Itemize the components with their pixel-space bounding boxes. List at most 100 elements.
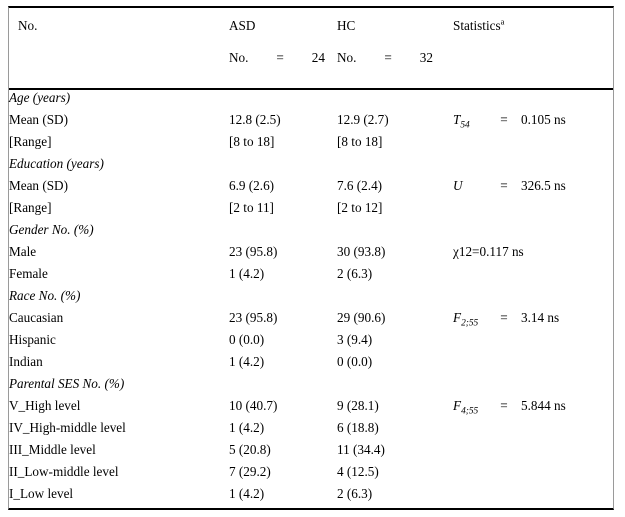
table-section-row: Education (years) — [9, 156, 613, 178]
header-cell-asd-count: No. = 24 — [229, 50, 337, 88]
row-label: I_Low level — [9, 486, 74, 501]
table-row: IV_High-middle level 1 (4.2) 6 (18.8) — [9, 420, 613, 442]
table-row: [Range] [8 to 18] [8 to 18] — [9, 134, 613, 156]
header-counts-stat-blank — [453, 50, 613, 88]
demographics-table-container: No. ASD HC Statisticsa No. = 24 No. — [8, 6, 614, 510]
statistic-symbol: U — [453, 178, 487, 194]
demographics-table: No. ASD HC Statisticsa No. = 24 No. — [9, 8, 613, 508]
cell-statistic — [453, 266, 613, 288]
row-label: Caucasian — [9, 310, 64, 325]
section-blank-hc — [337, 222, 453, 244]
asd-count-equals: = — [276, 50, 284, 65]
statistic-symbol-letter: F — [453, 398, 462, 413]
section-blank-stat — [453, 156, 613, 178]
statistic-equals: = — [500, 178, 508, 193]
statistic-subscript: 4;55 — [461, 406, 479, 417]
footnote-marker-icon: a — [500, 16, 505, 27]
cell-hc-value: 11 (34.4) — [337, 442, 385, 457]
asd-count-line: No. = 24 — [229, 50, 325, 66]
hc-count-line: No. = 32 — [337, 50, 433, 66]
cell-statistic — [453, 200, 613, 222]
table-section-row: Age (years) — [9, 89, 613, 112]
header-counts-blank — [9, 50, 229, 88]
cell-statistic — [453, 420, 613, 442]
table-row: Female 1 (4.2) 2 (6.3) — [9, 266, 613, 288]
statistic-expression: T54 = 0.105 ns — [453, 112, 566, 130]
table-body: Age (years) Mean (SD) 12.8 (2.5) 12.9 (2.7)… — [9, 89, 613, 508]
table-row: Caucasian 23 (95.8) 29 (90.6) F2;55 = 3.14 ns — [9, 310, 613, 332]
table-row: III_Middle level 5 (20.8) 11 (34.4) — [9, 442, 613, 464]
cell-asd-value: 6.9 (2.6) — [229, 178, 275, 193]
table-row: Mean (SD) 12.8 (2.5) 12.9 (2.7) T54 = 0.105 n… — [9, 112, 613, 134]
cell-asd-value: 5 (20.8) — [229, 442, 271, 457]
cell-statistic: F4;55 = 5.844 ns — [453, 398, 613, 420]
statistic-symbol: F4;55 — [453, 398, 487, 417]
cell-statistic — [453, 134, 613, 156]
cell-statistic — [453, 354, 613, 376]
table-row: Mean (SD) 6.9 (2.6) 7.6 (2.4) U = 326.5 ns — [9, 178, 613, 200]
row-label: [Range] — [9, 200, 52, 215]
cell-hc-value: 7.6 (2.4) — [337, 178, 383, 193]
statistic-symbol-letter: U — [453, 178, 463, 193]
section-blank-hc — [337, 376, 453, 398]
cell-hc-value: 0 (0.0) — [337, 354, 373, 369]
statistic-equals: = — [500, 398, 508, 413]
cell-hc-value: 6 (18.8) — [337, 420, 379, 435]
statistic-subscript: 2;55 — [461, 318, 479, 329]
row-label: [Range] — [9, 134, 52, 149]
table-row: Indian 1 (4.2) 0 (0.0) — [9, 354, 613, 376]
statistic-value: 3.14 ns — [521, 310, 560, 325]
cell-asd-value: 23 (95.8) — [229, 244, 278, 259]
row-label: II_Low-middle level — [9, 464, 119, 479]
section-blank-hc — [337, 156, 453, 178]
cell-asd-value: 1 (4.2) — [229, 266, 265, 281]
cell-asd-value: 1 (4.2) — [229, 420, 265, 435]
section-blank-asd — [229, 89, 337, 112]
section-blank-stat — [453, 288, 613, 310]
statistic-value: 5.844 ns — [521, 398, 566, 413]
cell-hc-value: 29 (90.6) — [337, 310, 386, 325]
section-blank-hc — [337, 89, 453, 112]
table-row: V_High level 10 (40.7) 9 (28.1) F4;55 = 5.844… — [9, 398, 613, 420]
statistic-symbol-letter: F — [453, 310, 462, 325]
section-title: Age (years) — [9, 90, 71, 105]
cell-asd-value: 1 (4.2) — [229, 354, 265, 369]
cell-asd-value: [2 to 11] — [229, 200, 274, 215]
hc-count-equals: = — [384, 50, 392, 65]
cell-asd-value: 10 (40.7) — [229, 398, 278, 413]
section-blank-stat — [453, 89, 613, 112]
cell-statistic: T54 = 0.105 ns — [453, 112, 613, 134]
section-title: Education (years) — [9, 156, 104, 171]
section-title: Race No. (%) — [9, 288, 81, 303]
row-label: Indian — [9, 354, 43, 369]
cell-statistic — [453, 442, 613, 464]
section-blank-asd — [229, 288, 337, 310]
header-statistics-text: Statistics — [453, 18, 501, 33]
cell-hc-value: 3 (9.4) — [337, 332, 373, 347]
statistic-expression: F2;55 = 3.14 ns — [453, 310, 560, 329]
statistic-symbol: F2;55 — [453, 310, 487, 329]
cell-hc-value: 9 (28.1) — [337, 398, 379, 413]
cell-hc-value: [8 to 18] — [337, 134, 383, 149]
cell-hc-value: 4 (12.5) — [337, 464, 379, 479]
table-section-row: Gender No. (%) — [9, 222, 613, 244]
statistic-expression: U = 326.5 ns — [453, 178, 566, 194]
cell-statistic: χ12=0.117 ns — [453, 244, 613, 266]
section-blank-stat — [453, 222, 613, 244]
table-row: Hispanic 0 (0.0) 3 (9.4) — [9, 332, 613, 354]
statistic-value: 0.105 ns — [521, 112, 566, 127]
cell-hc-value: 12.9 (2.7) — [337, 112, 389, 127]
cell-hc-value: [2 to 12] — [337, 200, 383, 215]
table-row: I_Low level 1 (4.2) 2 (6.3) — [9, 486, 613, 508]
cell-statistic — [453, 332, 613, 354]
statistic-equals: = — [500, 310, 508, 325]
statistic-symbol: T54 — [453, 112, 487, 130]
row-label: Hispanic — [9, 332, 56, 347]
statistic-value: 326.5 ns — [521, 178, 566, 193]
section-blank-asd — [229, 376, 337, 398]
table-header: No. ASD HC Statisticsa No. = 24 No. — [9, 8, 613, 90]
asd-count-word: No. — [229, 50, 249, 65]
row-label: Female — [9, 266, 48, 281]
cell-asd-value: 0 (0.0) — [229, 332, 265, 347]
hc-count-word: No. — [337, 50, 357, 65]
